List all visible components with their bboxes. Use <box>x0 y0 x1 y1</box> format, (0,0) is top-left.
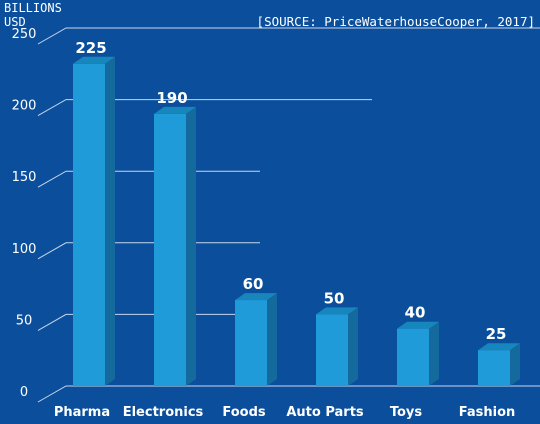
source-note: [SOURCE: PriceWaterhouseCooper, 2017] <box>257 14 535 29</box>
data-label: 25 <box>486 325 507 343</box>
data-label: 225 <box>75 39 106 57</box>
x-tick-label: Electronics <box>123 405 204 420</box>
bar-top <box>478 343 520 351</box>
bar-front <box>235 300 267 386</box>
gridline <box>37 27 540 45</box>
gridline <box>37 385 540 403</box>
bar-front <box>316 314 348 386</box>
gridline <box>37 242 260 260</box>
y-tick-label: 100 <box>12 242 37 257</box>
y-tick-label: 150 <box>12 170 37 185</box>
bar-side <box>348 307 358 386</box>
bar-top <box>235 293 277 301</box>
y-tick-label: 200 <box>12 99 37 114</box>
x-tick-label: Fashion <box>459 405 516 420</box>
gridlines <box>37 27 540 403</box>
bar <box>397 321 439 386</box>
y-tick-label: 0 <box>20 385 28 400</box>
y-axis-label-line2: USD <box>4 15 26 29</box>
data-labels: 225 190 60 50 40 25 <box>75 39 506 343</box>
bar-front <box>478 350 510 386</box>
bar <box>154 106 196 387</box>
x-tick-label: Pharma <box>54 405 110 420</box>
data-label: 190 <box>156 89 187 107</box>
bar <box>478 343 520 386</box>
bar-side <box>105 56 115 387</box>
data-label: 50 <box>324 289 345 307</box>
bar-top <box>154 106 196 114</box>
bar-top <box>397 321 439 329</box>
gridline <box>37 99 372 117</box>
bar <box>316 307 358 386</box>
bar <box>235 293 277 386</box>
bar-front <box>154 113 186 387</box>
x-axis-labels: Pharma Electronics Foods Auto Parts Toys Fash… <box>54 405 515 420</box>
bar-side <box>429 321 439 386</box>
y-axis-ticks: 0 50 100 150 200 250 <box>12 27 37 400</box>
bar-side <box>186 106 196 387</box>
y-tick-label: 50 <box>16 313 33 328</box>
bars <box>73 56 520 387</box>
data-label: 60 <box>243 275 264 293</box>
bar-top <box>316 307 358 315</box>
x-tick-label: Toys <box>390 405 423 420</box>
bar-side <box>510 343 520 386</box>
y-axis-label-line1: BILLIONS <box>4 1 62 15</box>
bar-top <box>73 56 115 64</box>
gridline <box>37 313 260 331</box>
bar-front <box>73 63 105 387</box>
y-tick-label: 250 <box>12 27 37 42</box>
x-tick-label: Foods <box>222 405 266 420</box>
data-label: 40 <box>405 304 426 322</box>
x-tick-label: Auto Parts <box>286 405 364 420</box>
bar-front <box>397 328 429 386</box>
bar-side <box>267 293 277 386</box>
gridline <box>37 170 260 188</box>
bar <box>73 56 115 387</box>
